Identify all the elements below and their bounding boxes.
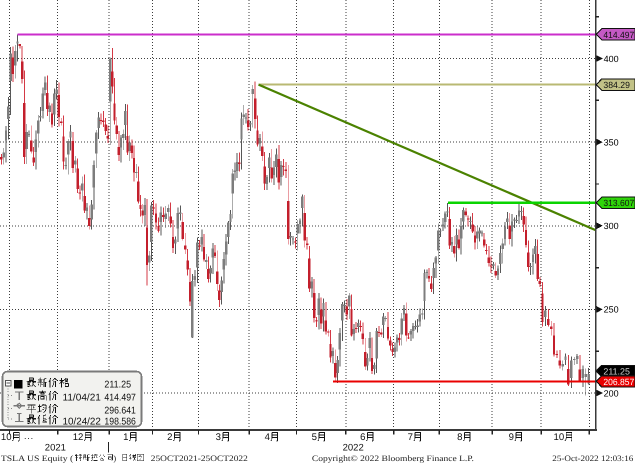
svg-text:7: 7 xyxy=(408,432,413,443)
svg-text:25OCT2021-25OCT2022: 25OCT2021-25OCT2022 xyxy=(151,454,248,463)
svg-text:10: 10 xyxy=(1,432,12,443)
svg-text:2022: 2022 xyxy=(343,443,364,454)
svg-text:TSLA US Equity (: TSLA US Equity ( xyxy=(1,454,74,463)
svg-text:25-Oct-2022 12:03:16: 25-Oct-2022 12:03:16 xyxy=(552,454,633,463)
svg-text:12: 12 xyxy=(73,432,84,443)
svg-text:8: 8 xyxy=(457,432,462,443)
svg-text:10/24/22: 10/24/22 xyxy=(63,416,101,427)
svg-text:296.641: 296.641 xyxy=(104,405,135,416)
svg-text:1: 1 xyxy=(123,432,128,443)
svg-text:384.29: 384.29 xyxy=(603,80,630,90)
svg-text:300: 300 xyxy=(604,221,619,231)
svg-text:414.497: 414.497 xyxy=(603,30,634,40)
svg-text:4: 4 xyxy=(265,432,271,443)
svg-text:211.25: 211.25 xyxy=(603,367,630,377)
svg-text:9: 9 xyxy=(509,432,514,443)
svg-text:): ) xyxy=(113,454,116,463)
svg-text:198.586: 198.586 xyxy=(104,416,136,427)
svg-text:350: 350 xyxy=(604,137,619,147)
svg-text:400: 400 xyxy=(604,54,619,64)
svg-text:...: ... xyxy=(24,431,34,441)
svg-text:6: 6 xyxy=(360,432,365,443)
svg-text:Copyright© 2022 Bloomberg Fina: Copyright© 2022 Bloomberg Finance L.P. xyxy=(312,454,474,463)
svg-text:2021: 2021 xyxy=(45,443,66,454)
svg-text:200: 200 xyxy=(604,388,619,398)
svg-text:3: 3 xyxy=(216,432,221,443)
svg-text:206.857: 206.857 xyxy=(603,377,634,387)
svg-text:414.497: 414.497 xyxy=(104,392,135,403)
svg-text:11/04/21: 11/04/21 xyxy=(63,392,101,403)
svg-text:211.25: 211.25 xyxy=(104,379,131,390)
svg-text:5: 5 xyxy=(312,432,317,443)
svg-text:2: 2 xyxy=(167,432,172,443)
svg-text:313.607: 313.607 xyxy=(603,198,634,208)
svg-text:10: 10 xyxy=(554,432,565,443)
svg-text:250: 250 xyxy=(604,305,619,315)
